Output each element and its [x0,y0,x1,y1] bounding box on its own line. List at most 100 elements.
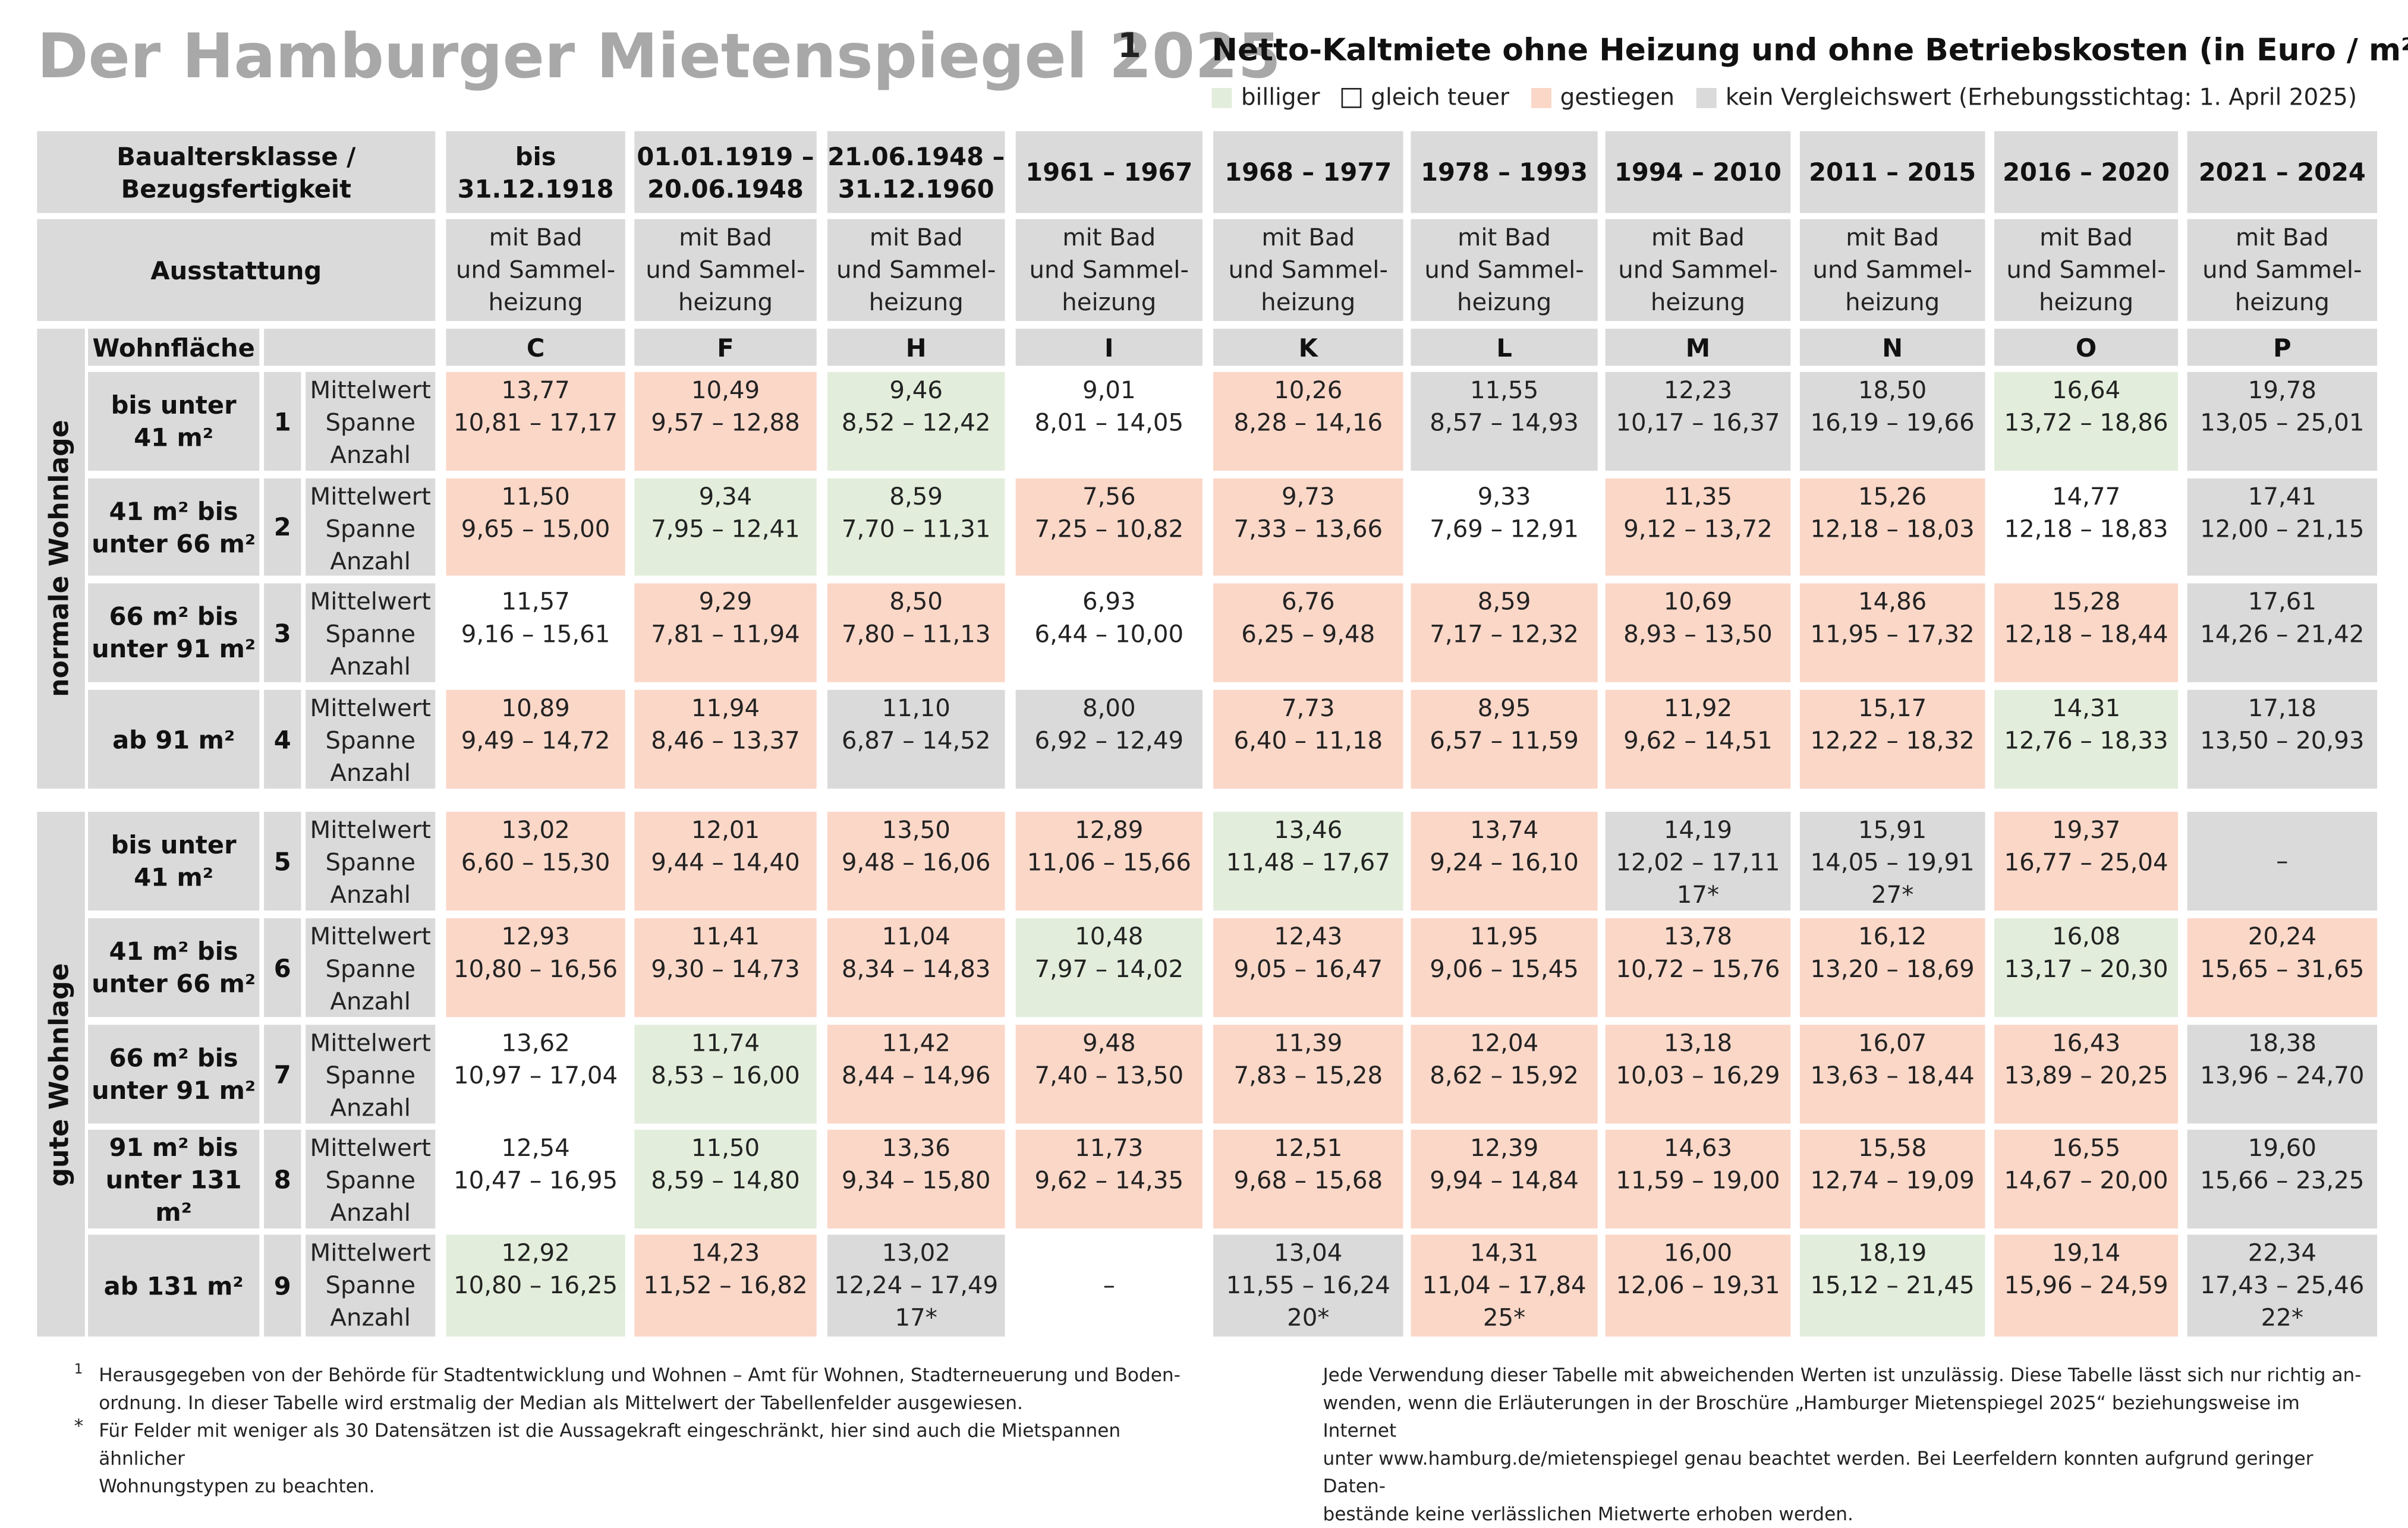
cell-mean: 18,38 [2248,1029,2316,1057]
cell-range: 9,68 – 15,68 [1233,1167,1383,1195]
cell-range: 9,65 – 15,00 [461,515,610,544]
cell-range: 13,50 – 20,93 [2200,727,2365,755]
row-label: Mittelwert [310,816,431,845]
cell-mean: 6,93 [1082,588,1136,616]
cell-mean: 16,00 [1663,1239,1733,1267]
column-period: 2021 – 2024 [2187,131,2378,213]
notice: Jede Verwendung dieser Tabelle mit abwei… [1323,1364,2362,1525]
table-cell: 16,64 13,72 – 18,86 [1994,371,2179,471]
row-labels: Mittelwert Spanne Anzahl [306,1234,436,1337]
table-cell: 12,93 10,80 – 16,56 [446,918,625,1017]
cell-range: 9,62 – 14,51 [1623,727,1773,755]
column-letter: C [446,329,625,366]
table-cell: 12,39 9,94 – 14,84 [1411,1129,1598,1229]
table-cell: 16,55 14,67 – 20,00 [1994,1129,2179,1229]
table-cell: 9,33 7,69 – 12,91 [1411,478,1598,576]
row-label: Mittelwert [310,922,431,951]
cell-range: 6,57 – 11,59 [1430,727,1579,755]
table-cell: 13,78 10,72 – 15,76 [1605,918,1791,1017]
legend-label: billiger [1241,83,1320,111]
table-cell: 10,26 8,28 – 14,16 [1213,371,1403,471]
cell-range: 16,19 – 19,66 [1810,409,1975,437]
table-cell: 14,31 12,76 – 18,33 [1994,689,2179,789]
table-cell: 13,62 10,97 – 17,04 [446,1025,625,1124]
cell-range: 11,95 – 17,32 [1810,620,1975,648]
cell-mean: 12,43 [1274,922,1343,951]
column-letter: H [827,329,1005,366]
cell-range: 13,89 – 20,25 [2004,1061,2168,1090]
row-labels: Mittelwert Spanne Anzahl [306,583,436,682]
cell-range: 15,66 – 23,25 [2200,1167,2365,1195]
cell-mean: 20,24 [2248,922,2316,951]
table-cell: 14,31 11,04 – 17,84 25* [1411,1234,1598,1337]
column-letter: P [2187,329,2378,366]
column-letter: N [1799,329,1985,366]
cell-range: 11,55 – 16,24 [1226,1271,1390,1300]
table-cell: 16,00 12,06 – 19,31 [1605,1234,1791,1337]
cell-range: 10,17 – 16,37 [1616,409,1780,437]
column-equipment: mit Bad und Sammel- heizung [1799,219,1985,322]
cell-range: 8,62 – 15,92 [1430,1061,1579,1090]
cell-range: 6,87 – 14,52 [841,727,991,755]
table-cell: 10,69 8,93 – 13,50 [1605,583,1791,682]
group-label: gute Wohnlage [37,811,85,1337]
cell-mean: 11,55 [1469,376,1539,405]
cell-mean: 13,18 [1663,1029,1733,1057]
table-cell: – [2187,811,2378,911]
cell-range: 14,05 – 19,91 [1810,849,1975,877]
cell-mean: 10,69 [1663,588,1733,616]
cell-range: 10,03 – 16,29 [1616,1061,1780,1090]
table-cell: 12,01 9,44 – 14,40 [634,811,817,911]
row-number: 5 [264,811,301,911]
cell-mean: 9,33 [1477,483,1531,511]
table-cell: 22,34 17,43 – 25,46 22* [2187,1234,2378,1337]
column-equipment: mit Bad und Sammel- heizung [446,219,625,322]
cell-mean: 16,64 [2051,376,2121,405]
row-number: 6 [264,918,301,1017]
cell-mean: 18,19 [1858,1239,1927,1267]
table-cell: 11,57 9,16 – 15,61 [446,583,625,682]
legend-label: kein Vergleichswert (Erhebungsstichtag: … [1725,83,2357,111]
table-cell: 14,86 11,95 – 17,32 [1799,583,1985,682]
table-cell: 17,18 13,50 – 20,93 [2187,689,2378,789]
cell-count: 27* [1871,881,1914,909]
cell-mean: 10,48 [1075,922,1144,951]
cell-range: 8,44 – 14,96 [841,1061,991,1090]
table-cell: 14,23 11,52 – 16,82 [634,1234,817,1337]
cell-mean: 12,92 [501,1239,570,1267]
cell-range: 8,93 – 13,50 [1623,620,1773,648]
cell-range: 13,63 – 18,44 [1810,1061,1975,1090]
table-cell: 11,74 8,53 – 16,00 [634,1025,817,1124]
cell-mean: 16,12 [1858,922,1927,951]
cell-mean: 9,01 [1082,376,1136,405]
cell-mean: 11,74 [691,1029,760,1057]
cell-range: 11,04 – 17,84 [1422,1271,1587,1300]
cell-range: 12,02 – 17,11 [1616,849,1780,877]
cell-range: 8,57 – 14,93 [1430,409,1579,437]
table-cell: 13,04 11,55 – 16,24 20* [1213,1234,1403,1337]
cell-range: 13,20 – 18,69 [1810,955,1975,984]
cell-range: 12,18 – 18,03 [1810,515,1975,544]
cell-range: 10,80 – 16,56 [453,955,618,984]
table-cell: 15,17 12,22 – 18,32 [1799,689,1985,789]
row-labels: Mittelwert Spanne Anzahl [306,1025,436,1124]
cell-mean: 13,36 [882,1134,950,1162]
table-cell: 11,94 8,46 – 13,37 [634,689,817,789]
row-number: 7 [264,1025,301,1124]
cell-mean: 15,28 [2051,588,2121,616]
table-cell: 11,50 9,65 – 15,00 [446,478,625,576]
table-cell: 13,36 9,34 – 15,80 [827,1129,1005,1229]
row-label: Mittelwert [310,1134,431,1162]
cell-mean: 13,04 [1274,1239,1343,1267]
cell-mean: 10,26 [1274,376,1343,405]
table-cell: 20,24 15,65 – 31,65 [2187,918,2378,1017]
row-label: Spanne [325,1167,416,1195]
table-cell: 7,73 6,40 – 11,18 [1213,689,1403,789]
cell-mean: 17,18 [2248,694,2316,723]
row-label: Mittelwert [310,376,431,405]
footnote-mark: 1 [74,1362,83,1378]
cell-range: 8,28 – 14,16 [1233,409,1383,437]
table-cell: 13,18 10,03 – 16,29 [1605,1025,1791,1124]
document: Der Hamburger Mietenspiegel 2025 1 Netto-K… [37,21,2408,1525]
cell-mean: 13,02 [882,1239,950,1267]
